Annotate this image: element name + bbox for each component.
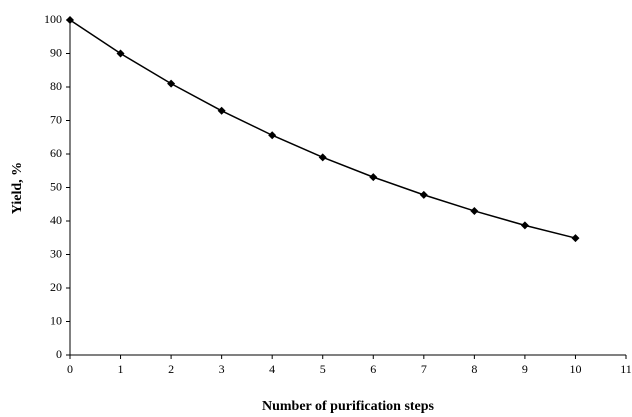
data-line bbox=[69, 19, 576, 239]
y-tick-label: 70 bbox=[50, 112, 62, 126]
y-tick-label: 80 bbox=[50, 79, 62, 93]
y-tick-label: 10 bbox=[50, 313, 62, 327]
x-tick-label: 10 bbox=[569, 362, 581, 376]
x-axis-label: Number of purification steps bbox=[262, 399, 435, 414]
x-tick-label: 6 bbox=[370, 362, 376, 376]
x-tick-label: 7 bbox=[421, 362, 427, 376]
marker bbox=[520, 221, 529, 230]
x-tick-label: 2 bbox=[168, 362, 174, 376]
marker bbox=[318, 153, 327, 162]
y-axis-label: Yield, % bbox=[10, 162, 25, 214]
marker bbox=[470, 206, 479, 215]
y-tick-label: 90 bbox=[50, 45, 62, 59]
marker bbox=[571, 234, 580, 243]
marker bbox=[66, 16, 74, 24]
x-tick-label: 1 bbox=[118, 362, 124, 376]
marker bbox=[116, 49, 125, 58]
x-tick-label: 4 bbox=[269, 362, 275, 376]
marker bbox=[419, 190, 428, 199]
y-tick-label: 50 bbox=[50, 179, 62, 193]
marker bbox=[217, 106, 226, 115]
x-tick-label: 0 bbox=[67, 362, 73, 376]
marker bbox=[369, 173, 378, 182]
x-tick-label: 5 bbox=[320, 362, 326, 376]
x-tick-label: 9 bbox=[522, 362, 528, 376]
x-tick-label: 11 bbox=[620, 362, 632, 376]
y-tick-label: 30 bbox=[50, 246, 62, 260]
x-tick-label: 3 bbox=[219, 362, 225, 376]
marker bbox=[167, 79, 176, 88]
y-tick-label: 0 bbox=[56, 347, 62, 361]
marker bbox=[268, 131, 277, 140]
x-tick-label: 8 bbox=[471, 362, 477, 376]
y-tick-label: 100 bbox=[44, 12, 62, 26]
y-tick-label: 20 bbox=[50, 280, 62, 294]
y-tick-label: 60 bbox=[50, 146, 62, 160]
y-tick-label: 40 bbox=[50, 213, 62, 227]
